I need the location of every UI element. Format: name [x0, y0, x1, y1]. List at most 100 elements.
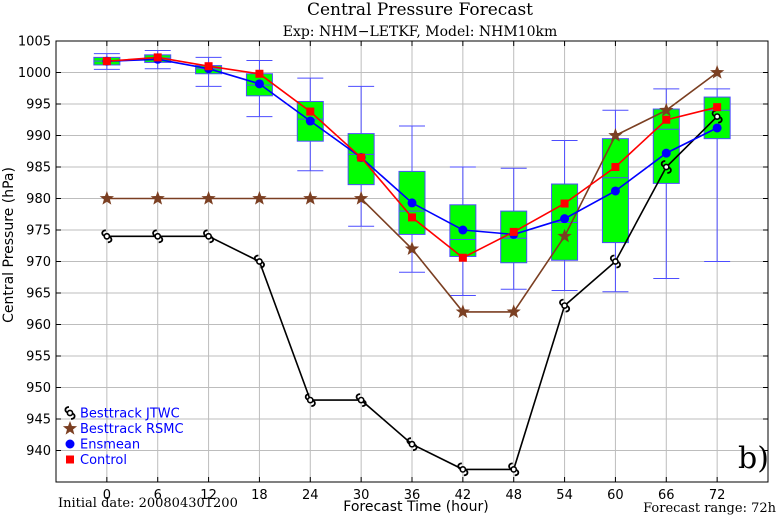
besttrack-jtwc-point — [508, 462, 520, 477]
x-tick-label: 36 — [404, 488, 421, 503]
typhoon-eye — [103, 232, 111, 240]
box-body — [601, 138, 629, 244]
ensmean-point — [254, 79, 264, 89]
y-tick-label: 950 — [26, 381, 51, 396]
typhoon-eye — [154, 232, 162, 240]
y-tick-label: 965 — [26, 287, 51, 302]
legend-control-marker — [66, 455, 74, 464]
ensmean-point — [610, 186, 620, 196]
typhoon-eye — [306, 396, 314, 404]
series-markers — [99, 53, 725, 477]
control-point — [306, 107, 315, 116]
besttrack-jtwc-point — [559, 298, 571, 313]
control-point — [662, 115, 671, 124]
besttrack-rsmc-point — [506, 304, 521, 318]
ensmean-point — [458, 225, 468, 235]
x-tick-label: 54 — [556, 488, 573, 503]
control-point — [408, 213, 416, 222]
control-point — [713, 103, 722, 112]
besttrack-rsmc-point — [150, 191, 165, 205]
initial-date: Initial date: 200804301200 — [58, 496, 238, 511]
control-point — [153, 53, 162, 62]
typhoon-eye — [510, 465, 518, 473]
typhoon-eye — [408, 440, 416, 448]
ensmean-point — [661, 148, 671, 158]
chart-subtitle: Exp: NHM−LETKF, Model: NHM10km — [283, 24, 558, 40]
x-axis-label: Forecast Time (hour) — [343, 499, 488, 515]
panel-label: b) — [738, 441, 769, 476]
y-tick-label: 995 — [26, 98, 51, 113]
x-tick-label: 0 — [103, 488, 111, 503]
besttrack-rsmc-point — [354, 191, 369, 205]
typhoon-eye — [205, 232, 212, 240]
besttrack-rsmc-point — [404, 241, 420, 255]
legend-ensmean-marker — [65, 439, 75, 449]
typhoon-eye — [612, 258, 619, 265]
y-axis-label: Central Pressure (hPa) — [1, 167, 17, 323]
besttrack-jtwc-point — [304, 393, 316, 407]
x-tick-label: 18 — [251, 488, 268, 503]
x-tick-label: 12 — [200, 488, 217, 503]
besttrack-rsmc-point — [252, 191, 267, 205]
control-point — [255, 69, 264, 78]
besttrack-rsmc-point — [710, 65, 725, 79]
control-point — [560, 199, 569, 208]
besttrack-rsmc-point — [99, 191, 114, 205]
ensmean-point — [712, 123, 722, 133]
legend-control-label: Control — [80, 453, 127, 468]
besttrack-rsmc-point — [608, 128, 623, 142]
y-tick-label: 990 — [26, 129, 51, 144]
legend-ensmean-label: Ensmean — [80, 438, 140, 453]
x-tick-label: 72 — [709, 488, 726, 503]
y-tick-label: 980 — [26, 192, 51, 207]
y-tick-label: 945 — [26, 413, 51, 428]
besttrack-jtwc-point — [406, 437, 418, 452]
forecast-range: Forecast range: 72h — [643, 501, 777, 515]
besttrack-jtwc-point — [609, 254, 621, 269]
legend-besttrack-rsmc-marker — [62, 421, 78, 435]
legend-besttrack-jtwc-label: Besttrack JTWC — [80, 407, 180, 422]
y-tick-label: 970 — [26, 255, 51, 270]
x-tick-label: 60 — [607, 488, 624, 503]
besttrack-jtwc-point — [203, 229, 215, 244]
typhoon-eye — [713, 113, 721, 120]
x-tick-label: 42 — [455, 488, 472, 503]
control-point — [509, 227, 518, 236]
x-tick-label: 48 — [505, 488, 522, 503]
besttrack-rsmc-point — [455, 304, 470, 318]
besttrack-jtwc-point — [355, 393, 367, 407]
typhoon-eye — [256, 258, 263, 265]
control-point — [458, 253, 467, 262]
x-tick-label: 24 — [302, 488, 319, 503]
besttrack-jtwc-point — [101, 229, 113, 244]
x-tick-label: 66 — [658, 488, 675, 503]
legend-besttrack-rsmc-label: Besttrack RSMC — [80, 422, 184, 437]
y-tick-label: 955 — [26, 350, 51, 365]
x-tick-label: 30 — [353, 488, 370, 503]
x-tick-label: 6 — [154, 488, 162, 503]
besttrack-rsmc-point — [201, 191, 216, 205]
y-tick-label: 940 — [26, 444, 51, 459]
typhoon-eye — [662, 163, 670, 171]
y-tick-label: 975 — [26, 224, 51, 239]
typhoon-eye — [66, 409, 74, 417]
besttrack-rsmc-point — [557, 228, 572, 243]
legend-besttrack-jtwc-marker — [64, 406, 76, 420]
y-tick-label: 960 — [26, 318, 51, 333]
typhoon-eye — [561, 302, 568, 309]
control-point — [611, 163, 620, 171]
y-tick-label: 1005 — [18, 35, 51, 50]
besttrack-jtwc-point — [253, 254, 265, 269]
typhoon-eye — [357, 396, 365, 404]
axis-ticks: 0 6 12 18 24 30 36 42 48 54 60 66 72 940 945 950 955 960 9… — [18, 35, 768, 503]
ensmean-point — [305, 116, 315, 126]
y-tick-label: 985 — [26, 161, 51, 176]
besttrack-jtwc-point — [457, 462, 469, 477]
ensmean-point — [560, 214, 570, 224]
chart-title: Central Pressure Forecast — [307, 0, 533, 20]
y-tick-label: 1000 — [18, 66, 51, 81]
typhoon-eye — [459, 465, 467, 473]
control-point — [102, 57, 111, 66]
